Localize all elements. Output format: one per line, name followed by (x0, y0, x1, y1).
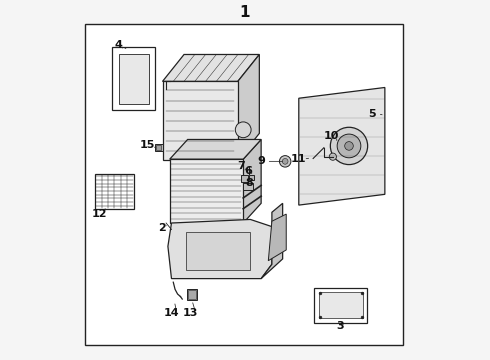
Bar (112, 47, 155, 110)
Polygon shape (299, 87, 385, 205)
Polygon shape (261, 203, 283, 279)
Bar (156, 145, 161, 149)
Circle shape (279, 156, 291, 167)
Text: 14: 14 (164, 309, 179, 318)
Polygon shape (238, 54, 259, 160)
Text: 12: 12 (92, 209, 107, 219)
Bar (242, 175, 248, 182)
Bar (95, 174, 134, 209)
Bar (243, 183, 253, 190)
Text: 13: 13 (183, 309, 198, 318)
Polygon shape (186, 232, 250, 270)
Circle shape (282, 158, 288, 164)
Text: 15: 15 (140, 140, 155, 150)
Text: 8: 8 (245, 178, 253, 188)
Circle shape (344, 141, 353, 150)
Text: 11: 11 (290, 154, 306, 164)
Bar (163, 81, 238, 160)
Text: 5: 5 (368, 109, 376, 119)
Bar (187, 289, 197, 300)
Text: 7: 7 (238, 161, 245, 171)
Text: 1: 1 (239, 5, 249, 20)
Bar (318, 292, 363, 319)
Bar (314, 288, 368, 323)
Polygon shape (163, 54, 259, 81)
Polygon shape (168, 220, 272, 279)
Text: 2: 2 (158, 224, 166, 233)
Bar (85, 24, 403, 345)
Polygon shape (170, 139, 261, 159)
Bar (170, 159, 243, 223)
Bar (188, 290, 196, 299)
Bar (119, 54, 149, 104)
Circle shape (235, 122, 251, 138)
Text: 10: 10 (323, 131, 339, 141)
Bar (248, 175, 254, 180)
Circle shape (330, 127, 368, 165)
Circle shape (337, 134, 361, 158)
Polygon shape (243, 139, 261, 223)
Text: 3: 3 (336, 321, 344, 331)
Bar (155, 144, 163, 150)
Text: 4: 4 (115, 40, 122, 50)
Circle shape (329, 153, 337, 160)
Text: 6: 6 (245, 166, 252, 176)
Text: 9: 9 (257, 156, 265, 166)
Polygon shape (269, 214, 286, 261)
